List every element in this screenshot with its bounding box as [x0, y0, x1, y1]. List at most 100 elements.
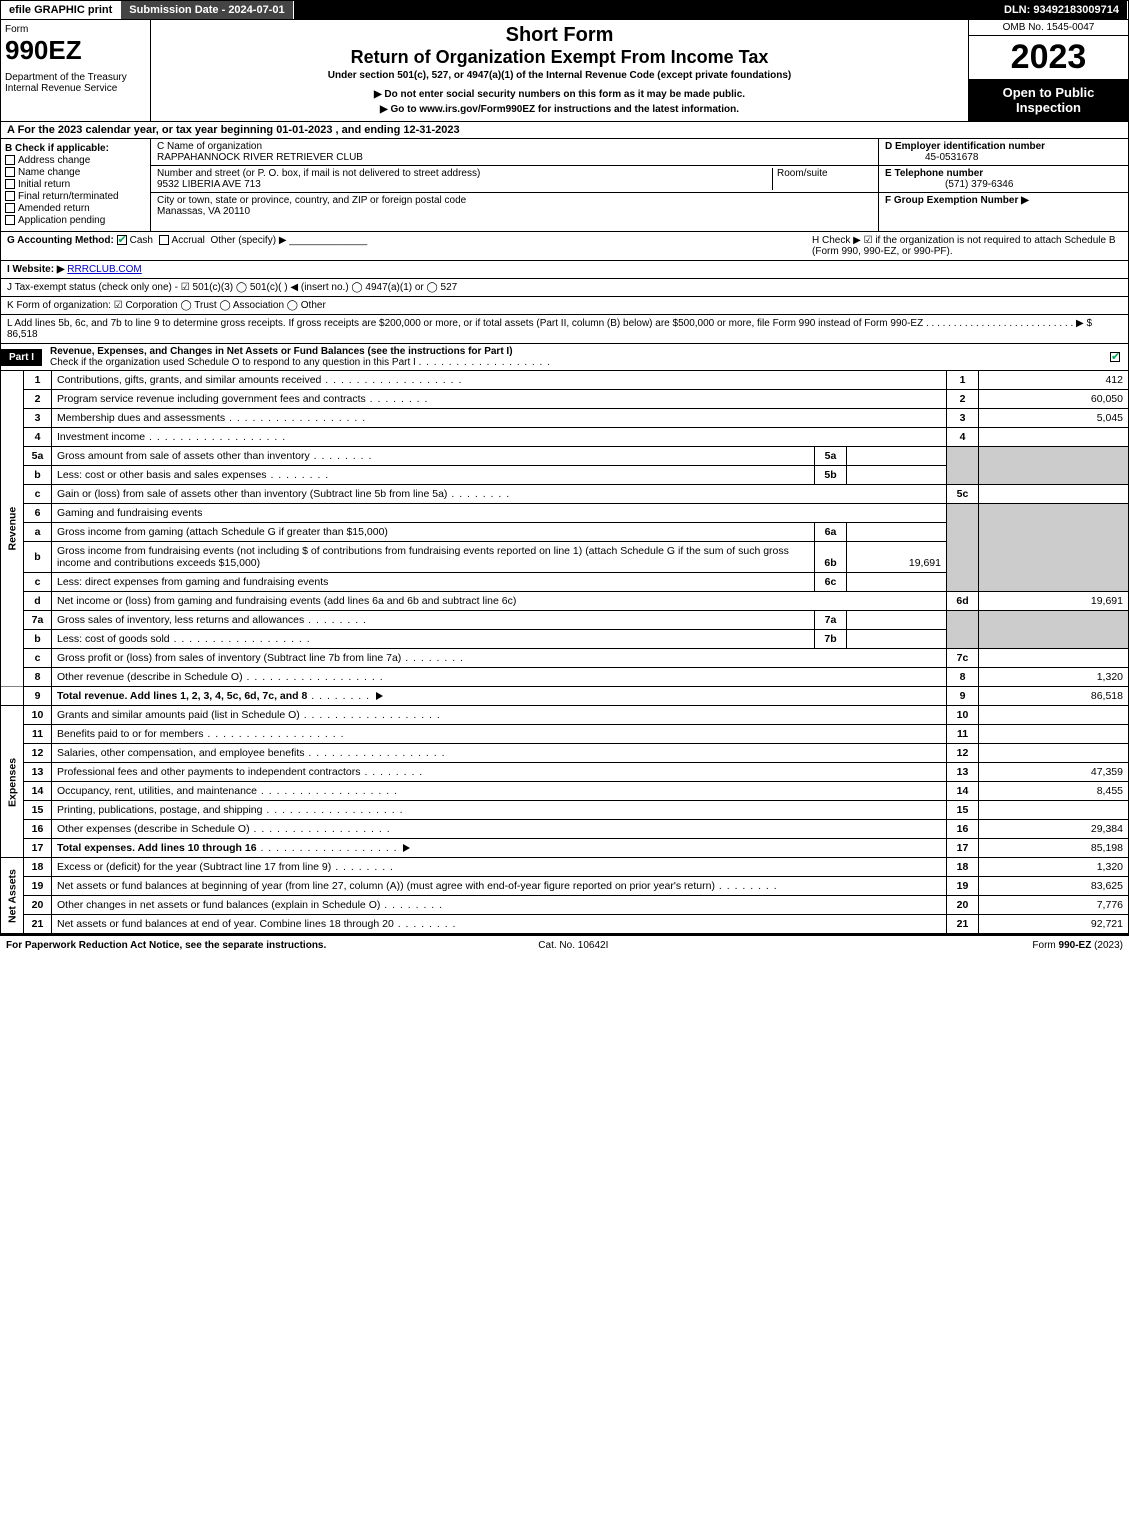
arrow-icon	[403, 844, 410, 852]
row-7a-desc: Gross sales of inventory, less returns a…	[57, 614, 304, 626]
chk-address: Address change	[5, 155, 146, 166]
form-number: 990EZ	[5, 35, 146, 66]
tel-box: E Telephone number (571) 379-6346	[879, 166, 1128, 193]
line-gh: G Accounting Method: Cash Accrual Other …	[0, 232, 1129, 261]
row-20-desc: Other changes in net assets or fund bala…	[57, 899, 380, 911]
omb-number: OMB No. 1545-0047	[969, 20, 1128, 36]
addr-label: Number and street (or P. O. box, if mail…	[157, 168, 480, 179]
row-10-desc: Grants and similar amounts paid (list in…	[57, 709, 300, 721]
g-label: G Accounting Method:	[7, 235, 114, 246]
chk-cash[interactable]	[117, 235, 127, 245]
city-label: City or town, state or province, country…	[157, 195, 466, 206]
line-a: A For the 2023 calendar year, or tax yea…	[0, 122, 1129, 139]
g-other: Other (specify) ▶	[210, 235, 286, 246]
city-box: City or town, state or province, country…	[151, 193, 878, 219]
row-3-val: 5,045	[979, 409, 1129, 428]
row-20-val: 7,776	[979, 896, 1129, 915]
row-7c-desc: Gross profit or (loss) from sales of inv…	[57, 652, 401, 664]
row-4-val	[979, 428, 1129, 447]
row-9-desc: Total revenue. Add lines 1, 2, 3, 4, 5c,…	[57, 690, 307, 702]
form-label: Form	[5, 24, 146, 35]
header-left: Form 990EZ Department of the Treasury In…	[1, 20, 151, 121]
room-label: Room/suite	[777, 168, 828, 179]
row-16-val: 29,384	[979, 820, 1129, 839]
line-a-text: A For the 2023 calendar year, or tax yea…	[7, 124, 460, 136]
row-6c-desc: Less: direct expenses from gaming and fu…	[57, 576, 328, 588]
line-l: L Add lines 5b, 6c, and 7b to line 9 to …	[0, 315, 1129, 344]
col-c: C Name of organization RAPPAHANNOCK RIVE…	[151, 139, 878, 231]
row-11-desc: Benefits paid to or for members	[57, 728, 203, 740]
b-label: B Check if applicable:	[5, 143, 109, 154]
row-6d-desc: Net income or (loss) from gaming and fun…	[57, 595, 516, 607]
short-form: Short Form	[157, 24, 962, 47]
tel-label: E Telephone number	[885, 168, 983, 179]
i-label: I Website: ▶	[7, 264, 65, 275]
form-title: Return of Organization Exempt From Incom…	[157, 47, 962, 68]
header-mid: Short Form Return of Organization Exempt…	[151, 20, 968, 121]
goto-link[interactable]: ▶ Go to www.irs.gov/Form990EZ for instru…	[157, 104, 962, 115]
org-name: RAPPAHANNOCK RIVER RETRIEVER CLUB	[157, 152, 363, 163]
part1-checkbox[interactable]	[1110, 352, 1120, 362]
dln: DLN: 93492183009714	[996, 1, 1128, 19]
org-name-box: C Name of organization RAPPAHANNOCK RIVE…	[151, 139, 878, 166]
row-5b-desc: Less: cost or other basis and sales expe…	[57, 469, 267, 481]
row-2-val: 60,050	[979, 390, 1129, 409]
top-bar: efile GRAPHIC print Submission Date - 20…	[0, 0, 1129, 20]
form-header: Form 990EZ Department of the Treasury In…	[0, 20, 1129, 122]
line-h: H Check ▶ ☑ if the organization is not r…	[812, 235, 1122, 257]
row-3-desc: Membership dues and assessments	[57, 412, 225, 424]
chk-accrual[interactable]	[159, 235, 169, 245]
part1-label: Part I	[1, 349, 42, 366]
form-subtitle: Under section 501(c), 527, or 4947(a)(1)…	[157, 70, 962, 81]
row-8-desc: Other revenue (describe in Schedule O)	[57, 671, 243, 683]
goto-text: ▶ Go to www.irs.gov/Form990EZ for instru…	[380, 104, 739, 115]
block-bcd: B Check if applicable: Address change Na…	[0, 139, 1129, 232]
footer-right: Form 990-EZ (2023)	[1032, 940, 1123, 951]
org-name-label: C Name of organization	[157, 141, 262, 152]
row-2-desc: Program service revenue including govern…	[57, 393, 366, 405]
col-d: D Employer identification number 45-0531…	[878, 139, 1128, 231]
chk-pending: Application pending	[5, 215, 146, 226]
side-revenue: Revenue	[1, 371, 24, 687]
row-1-ln: 1	[947, 371, 979, 390]
part1-header: Part I Revenue, Expenses, and Changes in…	[0, 344, 1129, 371]
chk-name: Name change	[5, 167, 146, 178]
chk-final: Final return/terminated	[5, 191, 146, 202]
row-1-num: 1	[24, 371, 52, 390]
row-16-desc: Other expenses (describe in Schedule O)	[57, 823, 250, 835]
row-19-desc: Net assets or fund balances at beginning…	[57, 880, 715, 892]
efile-print[interactable]: efile GRAPHIC print	[1, 1, 121, 19]
website-link[interactable]: RRRCLUB.COM	[67, 264, 141, 275]
row-5c-desc: Gain or (loss) from sale of assets other…	[57, 488, 447, 500]
ein-label: D Employer identification number	[885, 141, 1045, 152]
side-expenses: Expenses	[1, 706, 24, 858]
line-j: J Tax-exempt status (check only one) - ☑…	[0, 279, 1129, 297]
ssn-warning: ▶ Do not enter social security numbers o…	[157, 89, 962, 100]
footer-left: For Paperwork Reduction Act Notice, see …	[6, 940, 326, 951]
row-5a-desc: Gross amount from sale of assets other t…	[57, 450, 310, 462]
row-9-val: 86,518	[979, 687, 1129, 706]
row-21-val: 92,721	[979, 915, 1129, 934]
submission-date: Submission Date - 2024-07-01	[121, 1, 293, 19]
row-1-desc: Contributions, gifts, grants, and simila…	[52, 371, 947, 390]
col-b: B Check if applicable: Address change Na…	[1, 139, 151, 231]
row-17-desc: Total expenses. Add lines 10 through 16	[57, 842, 257, 854]
row-13-desc: Professional fees and other payments to …	[57, 766, 361, 778]
tel-value: (571) 379-6346	[885, 179, 1013, 190]
footer-center: Cat. No. 10642I	[538, 940, 608, 951]
row-6d-val: 19,691	[979, 592, 1129, 611]
row-21-desc: Net assets or fund balances at end of ye…	[57, 918, 394, 930]
header-right: OMB No. 1545-0047 2023 Open to Public In…	[968, 20, 1128, 121]
ein-box: D Employer identification number 45-0531…	[879, 139, 1128, 166]
part1-check: Check if the organization used Schedule …	[50, 357, 416, 368]
row-5a-sv	[847, 447, 947, 466]
row-18-desc: Excess or (deficit) for the year (Subtra…	[57, 861, 331, 873]
row-1-val: 412	[979, 371, 1129, 390]
row-14-val: 8,455	[979, 782, 1129, 801]
row-7b-desc: Less: cost of goods sold	[57, 633, 170, 645]
row-18-val: 1,320	[979, 858, 1129, 877]
tax-year: 2023	[969, 36, 1128, 79]
grp-box: F Group Exemption Number ▶	[879, 193, 1128, 208]
part1-title: Revenue, Expenses, and Changes in Net As…	[50, 346, 513, 357]
footer: For Paperwork Reduction Act Notice, see …	[0, 934, 1129, 955]
